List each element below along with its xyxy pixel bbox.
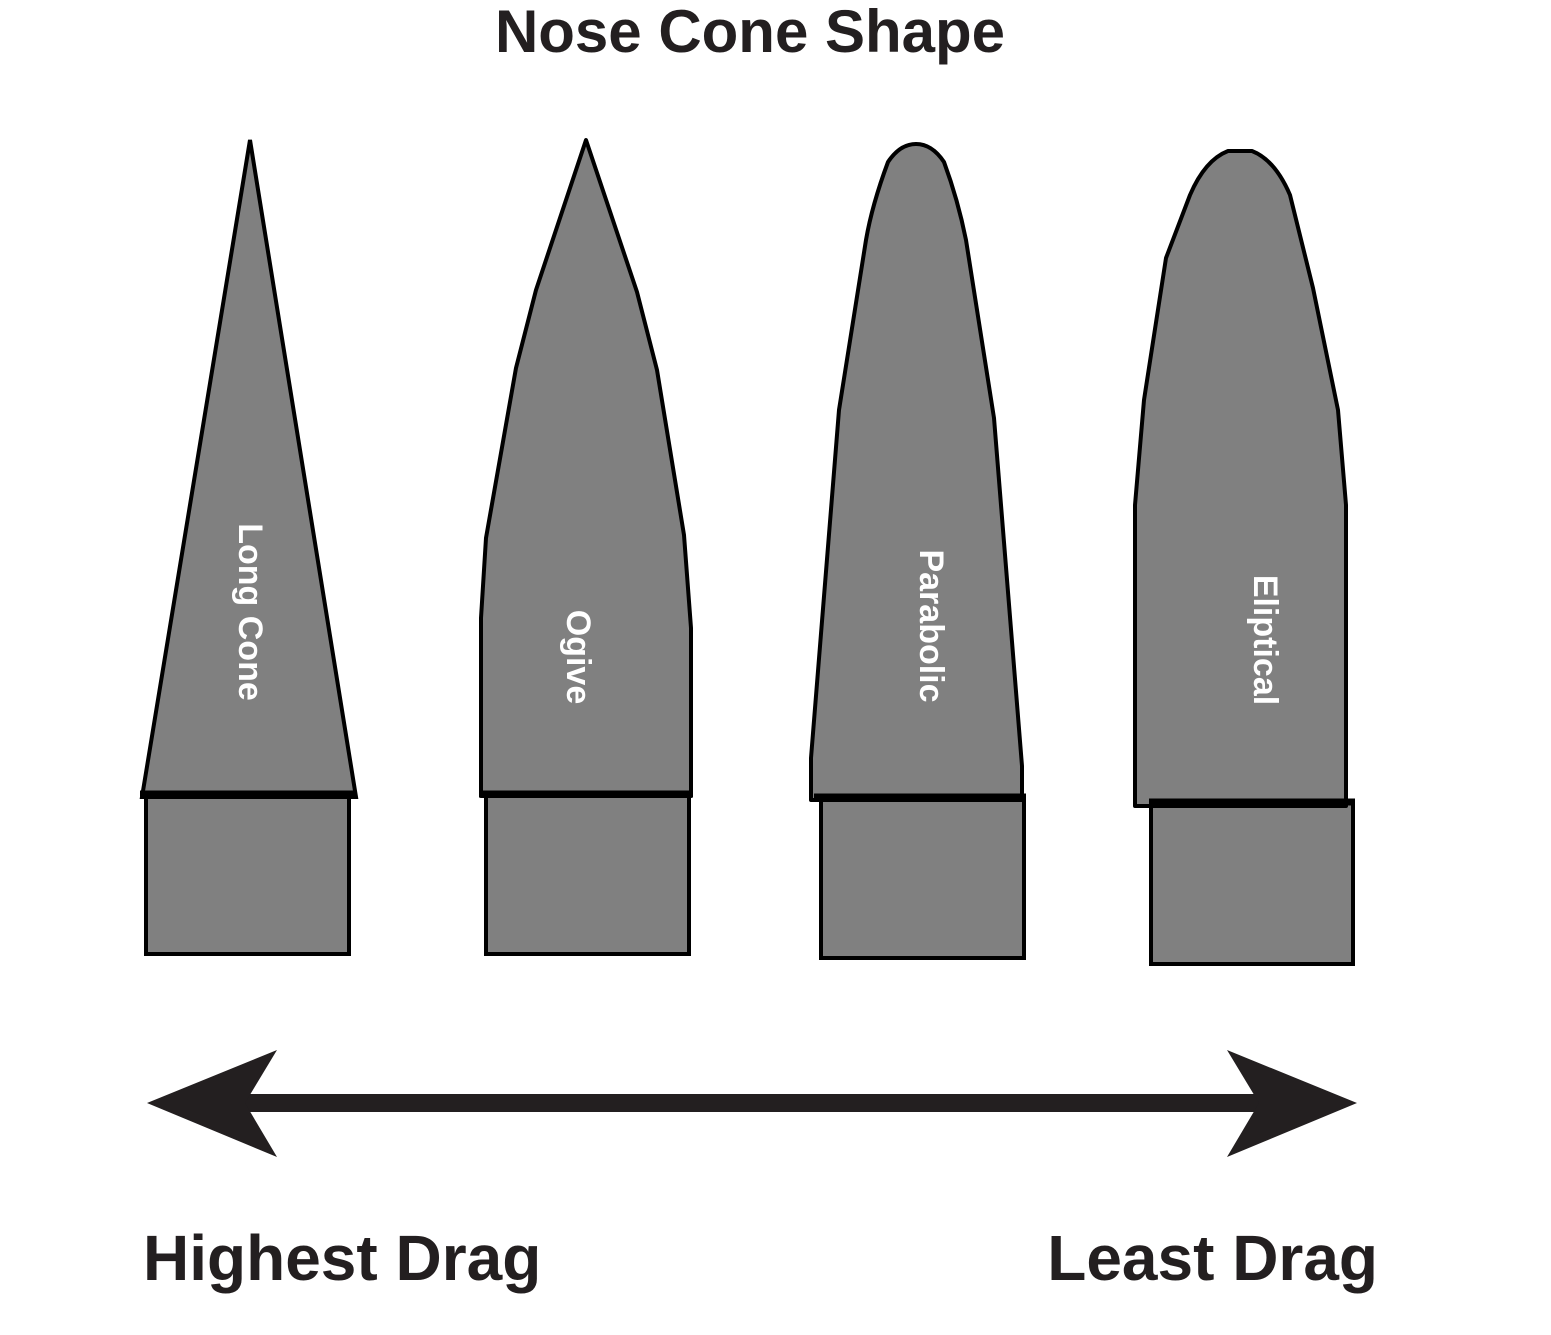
highest-drag-label: Highest Drag [143,1222,541,1294]
ogive-body [484,792,691,956]
parabolic-shape: Parabolic [809,142,1026,960]
ogive-shape: Ogive [479,138,693,956]
long-cone-body [144,792,351,956]
long-cone-shape: Long Cone [139,139,359,956]
parabolic-label: Parabolic [912,549,950,702]
eliptical-label: Eliptical [1246,575,1284,705]
ogive-label: Ogive [559,610,597,704]
arrow-head-left [147,1050,277,1157]
least-drag-label: Least Drag [1047,1222,1378,1294]
parabolic-nose [809,142,1024,802]
eliptical-nose [1133,149,1348,808]
eliptical-shape: Eliptical [1133,149,1355,966]
long-cone-label: Long Cone [231,523,269,701]
arrow-head-right [1227,1050,1357,1157]
diagram-title: Nose Cone Shape [495,0,1005,65]
parabolic-body [819,795,1026,960]
double-headed-arrow-icon [147,1050,1357,1157]
eliptical-body [1149,799,1355,966]
